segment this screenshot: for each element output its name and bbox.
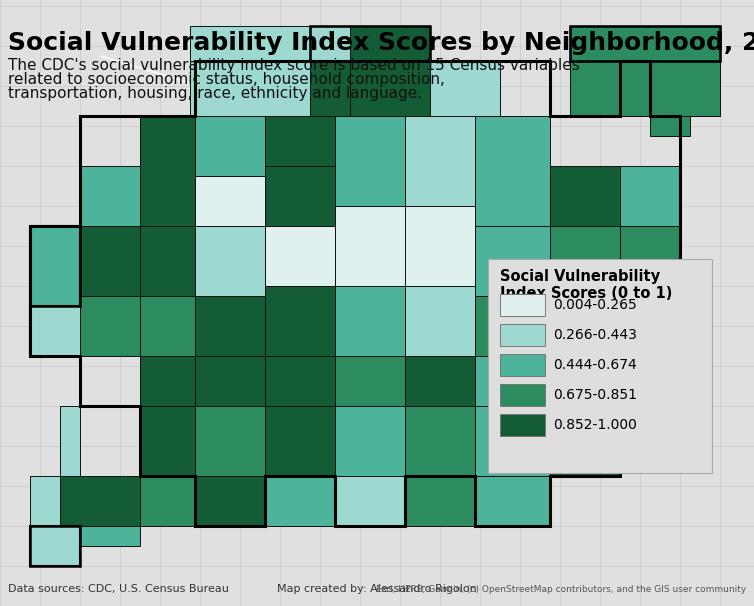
Polygon shape [570, 26, 720, 61]
Polygon shape [140, 476, 195, 526]
Polygon shape [140, 296, 195, 356]
Polygon shape [80, 166, 140, 226]
Text: 0.675-0.851: 0.675-0.851 [553, 388, 637, 402]
Polygon shape [265, 226, 335, 286]
Polygon shape [405, 356, 475, 406]
Polygon shape [190, 61, 310, 116]
Polygon shape [30, 236, 80, 306]
Polygon shape [310, 26, 440, 116]
Polygon shape [265, 116, 335, 166]
Polygon shape [620, 226, 680, 296]
Polygon shape [195, 476, 265, 526]
Polygon shape [405, 406, 475, 476]
Text: Social Vulnerability
Index Scores (0 to 1): Social Vulnerability Index Scores (0 to … [500, 269, 673, 301]
Polygon shape [570, 61, 650, 116]
Polygon shape [310, 26, 430, 61]
Polygon shape [350, 26, 430, 61]
Polygon shape [405, 206, 475, 286]
Polygon shape [335, 476, 405, 526]
Polygon shape [140, 226, 195, 296]
Text: 0.004-0.265: 0.004-0.265 [553, 298, 636, 312]
Polygon shape [475, 116, 550, 226]
Text: 0.444-0.674: 0.444-0.674 [553, 358, 636, 372]
Polygon shape [570, 26, 720, 136]
Polygon shape [335, 116, 405, 206]
FancyBboxPatch shape [500, 294, 545, 316]
Text: Social Vulnerability Index Scores by Neighborhood, 2018: Social Vulnerability Index Scores by Nei… [8, 31, 754, 55]
Polygon shape [475, 226, 550, 296]
Polygon shape [405, 116, 475, 206]
Polygon shape [650, 26, 720, 116]
Polygon shape [265, 356, 335, 406]
Polygon shape [265, 476, 335, 526]
Polygon shape [195, 116, 265, 176]
FancyBboxPatch shape [500, 384, 545, 406]
Polygon shape [265, 406, 335, 476]
Polygon shape [350, 61, 430, 116]
Polygon shape [620, 296, 680, 356]
Polygon shape [550, 356, 620, 406]
Polygon shape [80, 526, 140, 546]
Text: 0.266-0.443: 0.266-0.443 [553, 328, 637, 342]
Polygon shape [550, 226, 620, 296]
Polygon shape [195, 226, 265, 296]
Polygon shape [550, 406, 620, 476]
Polygon shape [195, 296, 265, 356]
Polygon shape [335, 406, 405, 476]
Text: transportation, housing, race, ethnicity and language.: transportation, housing, race, ethnicity… [8, 86, 422, 101]
Polygon shape [195, 176, 265, 226]
Text: The CDC's social vulnerability index score is based on 15 Census variables: The CDC's social vulnerability index sco… [8, 58, 580, 73]
Polygon shape [265, 286, 335, 356]
Polygon shape [140, 406, 195, 476]
Polygon shape [335, 206, 405, 286]
FancyBboxPatch shape [500, 414, 545, 436]
Polygon shape [550, 166, 620, 226]
FancyBboxPatch shape [488, 259, 712, 473]
Text: Data sources: CDC, U.S. Census Bureau: Data sources: CDC, U.S. Census Bureau [8, 584, 229, 594]
Polygon shape [310, 61, 350, 116]
Polygon shape [195, 356, 265, 406]
Polygon shape [30, 476, 60, 526]
Polygon shape [405, 286, 475, 356]
Polygon shape [30, 526, 80, 566]
Polygon shape [30, 226, 80, 356]
Polygon shape [620, 356, 680, 406]
Polygon shape [550, 296, 620, 356]
Text: Map created by: Alessandro Rigolon: Map created by: Alessandro Rigolon [277, 584, 477, 594]
Polygon shape [620, 166, 680, 226]
Text: 0.852-1.000: 0.852-1.000 [553, 418, 637, 432]
Polygon shape [430, 61, 500, 116]
FancyBboxPatch shape [500, 354, 545, 376]
Polygon shape [140, 356, 195, 406]
Polygon shape [30, 306, 80, 356]
Polygon shape [475, 356, 550, 406]
Polygon shape [335, 356, 405, 406]
Polygon shape [60, 476, 140, 526]
FancyBboxPatch shape [500, 324, 545, 346]
Polygon shape [60, 406, 80, 476]
Polygon shape [140, 116, 195, 226]
Polygon shape [80, 296, 140, 356]
Polygon shape [475, 406, 550, 476]
Polygon shape [265, 166, 335, 226]
Polygon shape [30, 526, 80, 566]
Polygon shape [80, 226, 140, 296]
Polygon shape [335, 286, 405, 356]
Polygon shape [475, 476, 550, 526]
Polygon shape [190, 26, 350, 116]
Text: related to socioeconomic status, household composition,: related to socioeconomic status, househo… [8, 72, 445, 87]
Polygon shape [475, 296, 550, 356]
Text: Esri, HERE, Garmin, (c) OpenStreetMap contributors, and the GIS user community: Esri, HERE, Garmin, (c) OpenStreetMap co… [375, 585, 746, 594]
Polygon shape [405, 476, 475, 526]
Polygon shape [195, 406, 265, 476]
